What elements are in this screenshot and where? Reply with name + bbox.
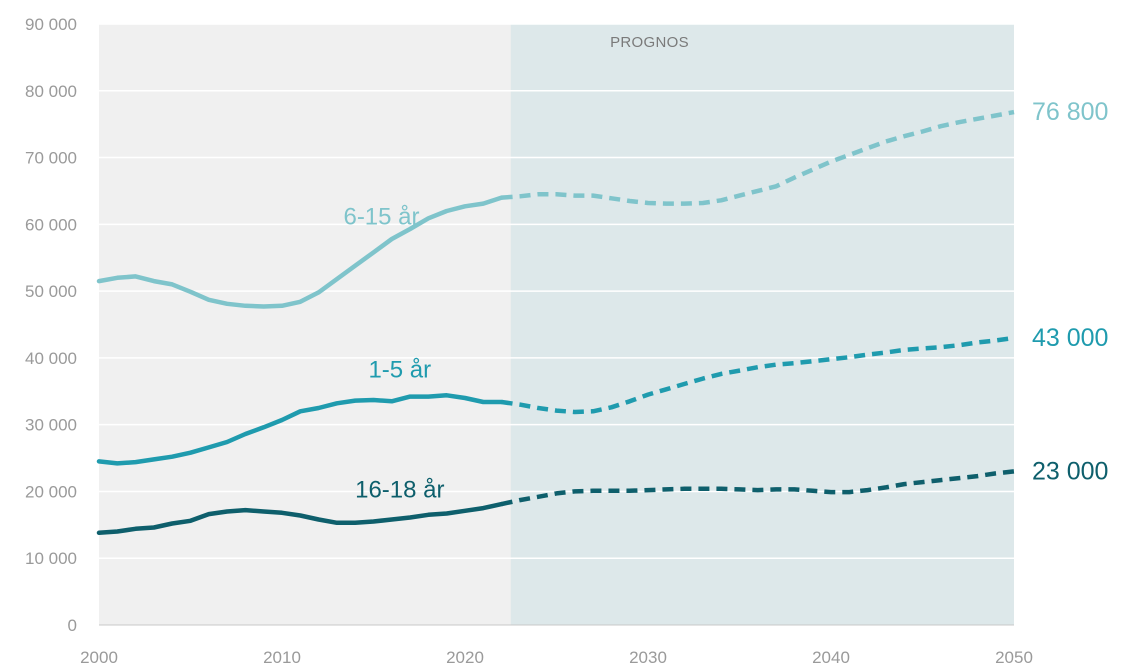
end-value-label-1-5: 43 000 [1032, 324, 1108, 352]
x-tick-label: 2010 [263, 648, 301, 665]
series-line-1-5-historical [96, 393, 504, 466]
x-tick-label: 2030 [629, 648, 667, 665]
y-tick-label: 10 000 [25, 549, 77, 568]
x-tick-label: 2040 [812, 648, 850, 665]
y-tick-label: 60 000 [25, 215, 77, 234]
y-tick-label: 80 000 [25, 82, 77, 101]
series-line-6-15-forecast [501, 109, 1015, 206]
y-tick-label: 0 [68, 616, 77, 635]
series-label-1-5: 1-5 år [368, 356, 431, 383]
end-value-label-16-18: 23 000 [1032, 457, 1108, 485]
y-tick-label: 20 000 [25, 482, 77, 501]
y-tick-label: 40 000 [25, 349, 77, 368]
y-tick-label: 30 000 [25, 416, 77, 435]
series-line-1-5-forecast [501, 335, 1015, 415]
y-tick-label: 50 000 [25, 282, 77, 301]
end-value-label-6-15: 76 800 [1032, 98, 1108, 126]
series-lines [96, 109, 1015, 536]
series-line-6-15-historical [96, 195, 504, 309]
series-labels: 6-15 år 76 800 1-5 år 43 000 16-18 år 23 000 [343, 98, 1108, 503]
y-axis-ticks: 0 10 000 20 000 30 000 40 000 50 000 60 000 70 … [25, 15, 77, 635]
y-tick-label: 70 000 [25, 149, 77, 168]
series-line-16-18-forecast [501, 469, 1015, 507]
series-line-16-18-historical [96, 501, 504, 536]
forecast-label: PROGNOS [610, 34, 689, 51]
x-tick-label: 2000 [80, 648, 118, 665]
series-label-16-18: 16-18 år [355, 476, 444, 503]
forecast-region [510, 24, 1014, 625]
x-tick-label: 2050 [995, 648, 1033, 665]
series-label-6-15: 6-15 år [343, 203, 419, 230]
y-tick-label: 90 000 [25, 15, 77, 34]
x-axis-ticks: 2000 2010 2020 2030 2040 2050 [80, 648, 1033, 665]
x-tick-label: 2020 [446, 648, 484, 665]
